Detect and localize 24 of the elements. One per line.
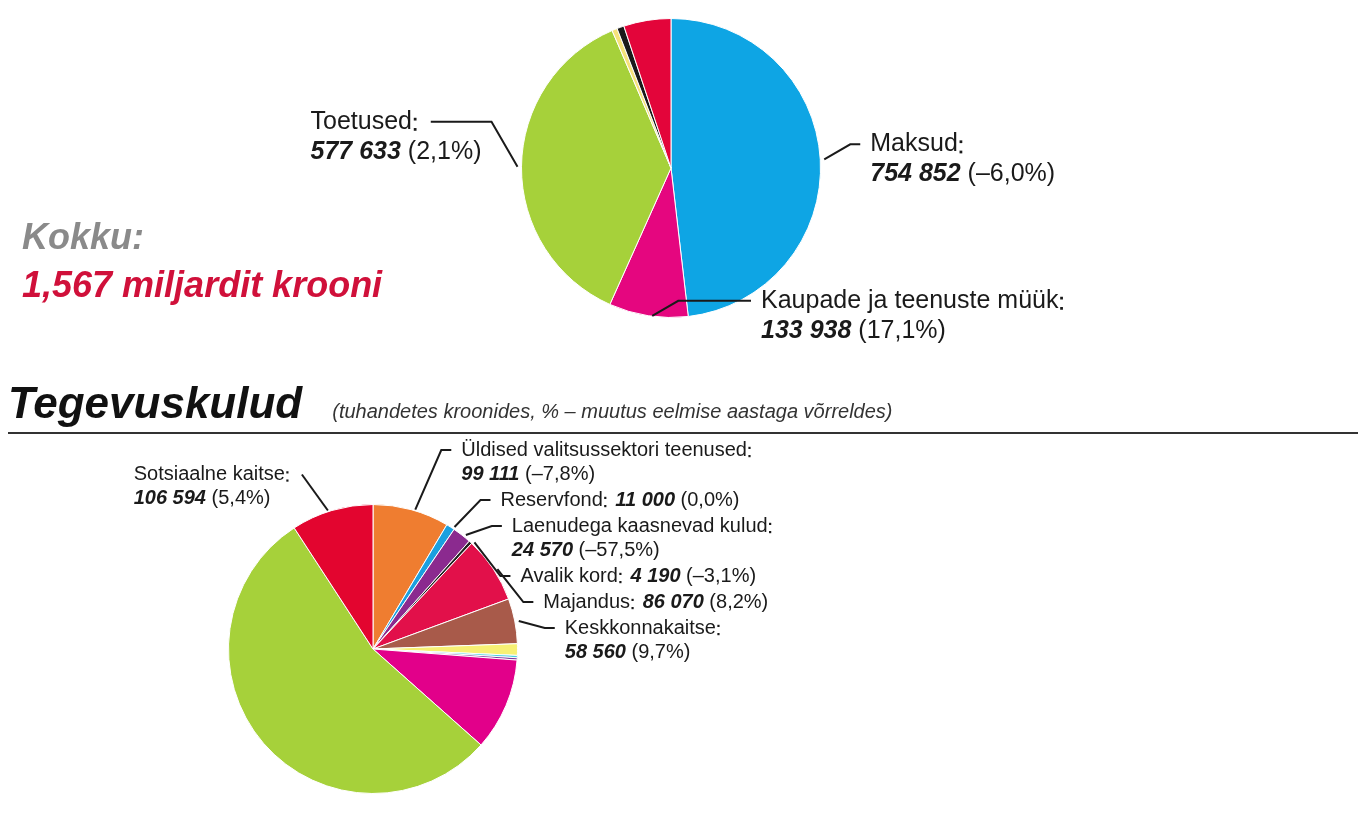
data-label: 24 570 (–57,5%) — [510, 537, 660, 560]
slice-label: Reservfond — [500, 487, 603, 510]
slice-label: Kaupade ja teenuste müük — [761, 284, 1059, 313]
slice-label: Toetused — [310, 105, 413, 134]
chart-subtitle: (tuhandetes kroonides, % – muutus eelmise aastaga võrreldes) — [332, 400, 893, 423]
data-label: 4 190 (–3,1%) — [629, 563, 757, 586]
text: 1,567 miljardit krooni — [22, 263, 383, 307]
data-label: 106 594 (5,4%) — [133, 485, 271, 508]
data-label: 11 000 (0,0%) — [615, 487, 740, 510]
slice-label: Sotsiaalne kaitse — [133, 461, 285, 484]
chart-title: Tegevuskulud — [8, 378, 303, 428]
slice-label: Laenudega kaasnevad kulud — [511, 513, 768, 536]
slice-label: Keskkonnakaitse — [564, 615, 716, 638]
data-label: 99 111 (–7,8%) — [461, 461, 596, 484]
slice-label: Majandus — [543, 589, 631, 612]
data-label: 133 938 (17,1%) — [761, 314, 946, 343]
text: Kokku: — [22, 215, 145, 259]
data-label: 86 070 (8,2%) — [642, 589, 769, 612]
data-label: 58 560 (9,7%) — [564, 639, 691, 662]
data-label: 754 852 (–6,0%) — [870, 158, 1056, 187]
slice-label: Üldised valitsussektori teenused — [461, 437, 747, 460]
legend-label: Avalik kord — [520, 563, 618, 586]
data-label: 577 633 (2,1%) — [310, 135, 482, 164]
slice-label: Maksud — [870, 128, 958, 157]
